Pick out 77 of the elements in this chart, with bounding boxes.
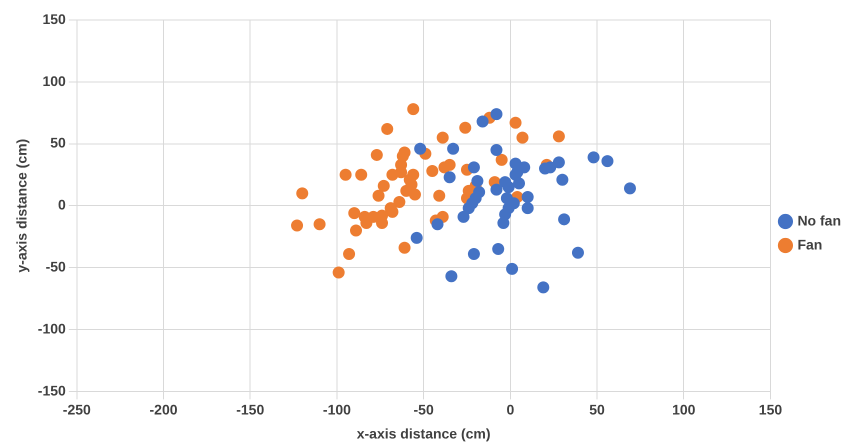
point (445, 270, 458, 282)
legend-label: No fan (797, 212, 842, 228)
point (558, 213, 570, 226)
point (398, 242, 411, 254)
point (296, 187, 308, 200)
x-tick-label: 0 (506, 402, 514, 418)
point (513, 177, 526, 190)
y-tick-label: 0 (58, 196, 66, 213)
point (552, 130, 565, 142)
point (444, 158, 456, 171)
point (378, 180, 390, 192)
x-tick-label: -250 (62, 402, 92, 418)
point (556, 174, 568, 186)
point (348, 207, 360, 220)
point (510, 116, 522, 129)
point (516, 132, 528, 144)
y-tick-label: 100 (42, 72, 66, 89)
point (601, 155, 614, 168)
point (537, 281, 550, 294)
y-axis-title: y-axis distance (cm) (13, 138, 30, 273)
point (458, 210, 470, 223)
x-tick-label: 150 (758, 402, 782, 418)
x-tick-label: -50 (414, 402, 434, 418)
point (350, 224, 362, 236)
point (444, 171, 456, 184)
point (340, 168, 352, 181)
point (497, 217, 510, 230)
point (433, 190, 446, 202)
x-tick-label: 50 (589, 402, 606, 418)
point (291, 220, 304, 232)
point (459, 122, 472, 134)
point (410, 232, 423, 244)
point (462, 202, 475, 214)
y-tick-label: 150 (42, 10, 66, 27)
y-tick-label: -50 (46, 258, 66, 274)
y-tick-label: -100 (38, 320, 66, 336)
point (471, 174, 484, 187)
point (522, 191, 534, 204)
x-tick-label: 100 (672, 402, 696, 418)
point (426, 165, 438, 178)
legend-label: Fan (797, 236, 822, 252)
point (393, 196, 406, 208)
point (506, 262, 518, 275)
point (502, 181, 515, 194)
point (386, 168, 398, 181)
point (468, 161, 480, 174)
x-tick-label: -150 (236, 402, 264, 418)
point (314, 218, 326, 230)
point (407, 103, 420, 116)
x-axis-title: x-axis distance (cm) (356, 425, 491, 442)
y-tick-label: -150 (38, 382, 66, 398)
point (490, 144, 502, 156)
point (490, 108, 502, 120)
point (624, 182, 636, 194)
point (468, 248, 480, 260)
point (432, 218, 444, 230)
point (381, 122, 394, 135)
point (572, 246, 584, 259)
point (588, 151, 600, 164)
point (522, 202, 534, 214)
point (343, 248, 356, 260)
point (372, 190, 385, 202)
point (332, 266, 345, 279)
y-tick-label: 50 (50, 134, 66, 151)
point (447, 142, 460, 155)
point (414, 142, 426, 155)
x-tick-label: -200 (150, 402, 178, 418)
point (552, 156, 565, 168)
point (492, 243, 504, 256)
x-tick-label: -100 (322, 402, 352, 418)
point (370, 148, 383, 161)
point (408, 188, 421, 201)
point (355, 168, 368, 181)
point (476, 116, 489, 128)
point (496, 154, 508, 166)
point (490, 184, 502, 196)
point (436, 132, 449, 144)
